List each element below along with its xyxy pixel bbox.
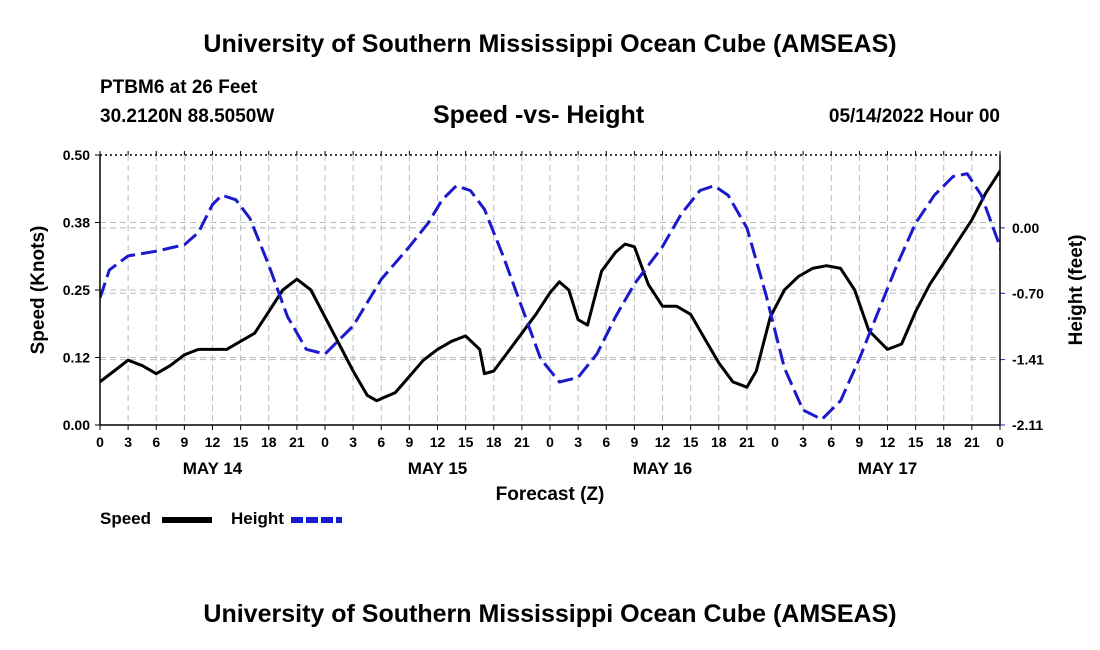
- x-tick-label: 21: [964, 434, 980, 450]
- x-date-label: MAY 15: [408, 459, 468, 478]
- x-tick-label: 15: [458, 434, 474, 450]
- x-tick-label: 9: [180, 434, 188, 450]
- x-tick-label: 3: [124, 434, 132, 450]
- legend-height-label: Height: [231, 509, 284, 528]
- x-date-label: MAY 16: [633, 459, 693, 478]
- legend-speed-swatch: [162, 517, 212, 523]
- x-tick-label: 18: [486, 434, 502, 450]
- x-tick-label: 15: [908, 434, 924, 450]
- x-tick-label: 3: [574, 434, 582, 450]
- y2-tick-label: -0.70: [1012, 285, 1044, 301]
- y-tick-label: 0.38: [63, 215, 90, 231]
- x-tick-label: 6: [152, 434, 160, 450]
- x-date-label: MAY 14: [183, 459, 243, 478]
- legend-speed-label: Speed: [100, 509, 152, 528]
- speed-series-line: [100, 168, 1000, 403]
- coordinates-label: 30.2120N 88.5050W: [100, 106, 275, 127]
- footer-title: University of Southern Mississippi Ocean…: [203, 600, 897, 628]
- x-tick-label: 12: [205, 434, 221, 450]
- y2-tick-label: 0.00: [1012, 220, 1039, 236]
- height-series-line: [100, 172, 1000, 421]
- x-axis-title: Forecast (Z): [496, 484, 605, 505]
- x-tick-label: 0: [96, 434, 104, 450]
- y-tick-label: 0.50: [63, 147, 90, 163]
- station-label: PTBM6 at 26 Feet: [100, 77, 258, 98]
- x-tick-label: 9: [630, 434, 638, 450]
- x-tick-label: 0: [546, 434, 554, 450]
- x-tick-label: 12: [430, 434, 446, 450]
- x-tick-label: 9: [405, 434, 413, 450]
- x-tick-label: 6: [602, 434, 610, 450]
- x-tick-label: 3: [349, 434, 357, 450]
- x-tick-label: 15: [233, 434, 249, 450]
- y-tick-label: 0.12: [63, 350, 90, 366]
- y-tick-label: 0.00: [63, 417, 90, 433]
- y2-axis-title: Height (feet): [1066, 235, 1087, 346]
- datetime-label: 05/14/2022 Hour 00: [828, 106, 1000, 127]
- y2-tick-label: -2.11: [1012, 417, 1043, 433]
- x-tick-label: 6: [377, 434, 385, 450]
- chart-title: Speed -vs- Height: [433, 101, 645, 129]
- y-tick-label: 0.25: [63, 282, 90, 298]
- x-tick-label: 18: [261, 434, 277, 450]
- x-tick-label: 15: [683, 434, 699, 450]
- x-tick-label: 12: [655, 434, 671, 450]
- x-tick-label: 12: [880, 434, 896, 450]
- x-tick-label: 18: [711, 434, 727, 450]
- x-tick-label: 6: [827, 434, 835, 450]
- x-date-label: MAY 17: [858, 459, 918, 478]
- x-tick-label: 0: [771, 434, 779, 450]
- y-axis-title: Speed (Knots): [28, 226, 49, 355]
- x-tick-label: 0: [996, 434, 1004, 450]
- x-tick-label: 0: [321, 434, 329, 450]
- x-tick-label: 9: [855, 434, 863, 450]
- y2-tick-label: -1.41: [1012, 352, 1044, 368]
- x-tick-label: 21: [289, 434, 305, 450]
- x-tick-label: 21: [739, 434, 755, 450]
- legend-height-swatch: [291, 517, 342, 523]
- x-tick-label: 18: [936, 434, 952, 450]
- x-tick-label: 3: [799, 434, 807, 450]
- page-title: University of Southern Mississippi Ocean…: [203, 30, 897, 58]
- x-tick-label: 21: [514, 434, 530, 450]
